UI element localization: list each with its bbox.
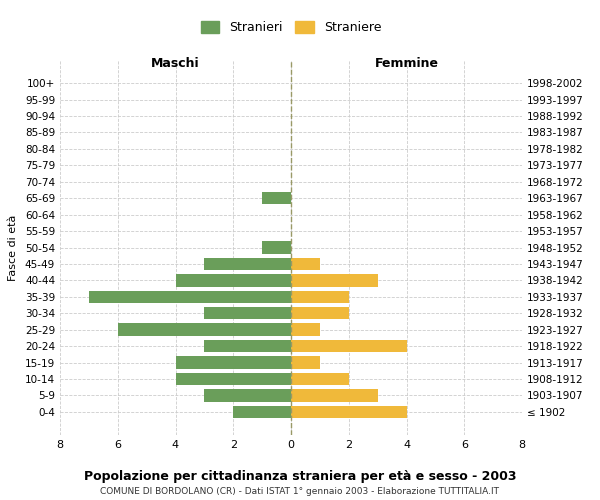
Bar: [205, 307, 291, 320]
Bar: [176, 373, 291, 385]
Bar: [262, 192, 291, 204]
Bar: [176, 356, 291, 368]
Y-axis label: Fasce di età: Fasce di età: [8, 214, 18, 280]
Legend: Stranieri, Straniere: Stranieri, Straniere: [197, 18, 385, 38]
Bar: [205, 340, 291, 352]
Bar: [291, 274, 377, 286]
Bar: [291, 340, 407, 352]
Bar: [233, 406, 291, 418]
Bar: [262, 242, 291, 254]
Bar: [291, 324, 320, 336]
Bar: [291, 406, 407, 418]
Text: Maschi: Maschi: [151, 57, 200, 70]
Bar: [291, 307, 349, 320]
Bar: [89, 290, 291, 303]
Text: COMUNE DI BORDOLANO (CR) - Dati ISTAT 1° gennaio 2003 - Elaborazione TUTTITALIA.: COMUNE DI BORDOLANO (CR) - Dati ISTAT 1°…: [101, 488, 499, 496]
Bar: [291, 356, 320, 368]
Text: Popolazione per cittadinanza straniera per età e sesso - 2003: Popolazione per cittadinanza straniera p…: [84, 470, 516, 483]
Bar: [176, 274, 291, 286]
Bar: [118, 324, 291, 336]
Text: Femmine: Femmine: [374, 57, 439, 70]
Bar: [291, 373, 349, 385]
Bar: [291, 389, 377, 402]
Bar: [205, 389, 291, 402]
Bar: [291, 258, 320, 270]
Bar: [205, 258, 291, 270]
Bar: [291, 290, 349, 303]
